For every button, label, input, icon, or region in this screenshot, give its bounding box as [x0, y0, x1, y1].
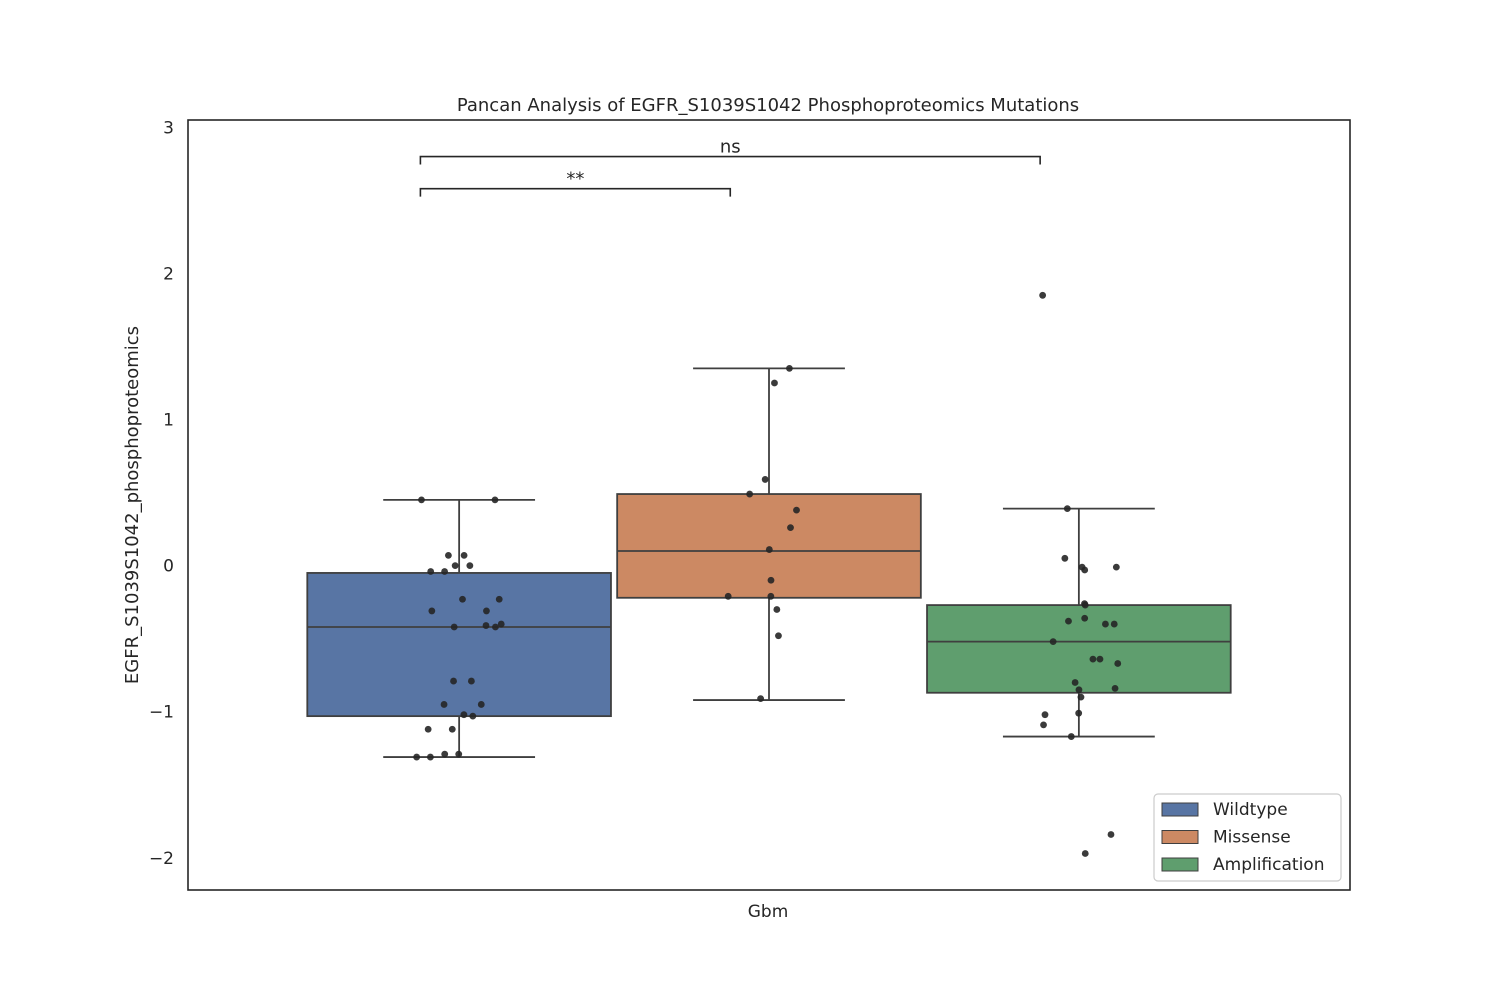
chart-title: Pancan Analysis of EGFR_S1039S1042 Phosp…	[457, 95, 1079, 116]
data-point	[441, 750, 449, 758]
x-tick-label: Gbm	[748, 902, 789, 922]
legend-label: Wildtype	[1213, 800, 1288, 820]
data-point	[1089, 655, 1097, 663]
data-point	[765, 546, 773, 553]
box	[306, 572, 612, 718]
y-axis: −2 −1 0 1 2 3	[149, 118, 174, 869]
box	[926, 604, 1232, 694]
data-point	[450, 677, 457, 685]
legend-frame	[1153, 793, 1342, 882]
data-point	[418, 496, 425, 504]
data-point	[441, 568, 449, 575]
data-point	[455, 750, 463, 758]
data-point	[757, 695, 765, 702]
significance-annotations: ** ns	[419, 137, 1041, 197]
data-point	[451, 562, 459, 570]
data-point	[1071, 679, 1079, 686]
bracket-line	[419, 155, 1041, 165]
data-point	[1061, 554, 1069, 562]
data-point	[761, 476, 769, 483]
data-point	[1096, 655, 1104, 663]
data-point	[491, 496, 499, 504]
data-point	[477, 701, 485, 708]
legend-swatch	[1161, 802, 1199, 817]
y-tick-label: −2	[149, 849, 174, 869]
legend: Wildtype Missense Amplification	[1153, 793, 1342, 882]
data-point	[428, 607, 436, 615]
data-point	[1114, 660, 1122, 667]
y-tick-label: 1	[163, 411, 174, 431]
y-tick-label: 0	[163, 557, 174, 577]
data-point	[440, 701, 448, 708]
y-axis-label: EGFR_S1039S1042_phosphoproteomics	[122, 326, 143, 684]
data-point	[495, 595, 503, 603]
significance-bracket: ns	[419, 137, 1041, 165]
data-point	[460, 711, 468, 719]
data-point	[1081, 566, 1089, 574]
data-point	[1049, 638, 1057, 646]
data-point	[450, 623, 458, 631]
data-point	[1081, 614, 1089, 622]
data-point	[483, 607, 490, 615]
data-point	[492, 623, 499, 631]
data-point	[1102, 620, 1109, 628]
data-point	[1039, 291, 1047, 299]
data-point	[413, 753, 421, 761]
axes-frame	[187, 119, 1351, 891]
data-point	[1081, 601, 1089, 609]
data-point	[466, 562, 474, 570]
data-point	[771, 379, 778, 387]
legend-swatch	[1161, 857, 1199, 872]
y-tick-label: 3	[163, 118, 174, 138]
significance-label: ns	[720, 137, 741, 158]
data-point	[1111, 684, 1119, 692]
data-point	[793, 506, 800, 514]
legend-swatch	[1161, 830, 1199, 844]
data-point	[426, 753, 434, 761]
data-point	[424, 725, 432, 733]
data-point	[1065, 617, 1072, 625]
box-group-wildtype	[306, 496, 612, 761]
data-point	[786, 364, 793, 372]
data-point	[448, 725, 456, 733]
data-point	[444, 552, 452, 559]
data-point	[724, 592, 732, 600]
significance-label: **	[566, 169, 584, 190]
data-point	[746, 490, 754, 498]
data-point	[1077, 693, 1085, 701]
data-point	[787, 524, 794, 532]
data-point	[1075, 709, 1083, 717]
plot-area	[306, 291, 1232, 857]
data-point	[1107, 831, 1115, 838]
data-point	[767, 592, 775, 600]
bracket-line	[419, 187, 732, 197]
data-point	[469, 712, 477, 720]
data-point	[1067, 733, 1075, 740]
data-point	[427, 568, 435, 575]
data-point	[1081, 850, 1089, 857]
data-point	[467, 677, 475, 685]
data-point	[497, 620, 505, 628]
data-point	[1041, 711, 1049, 719]
data-point	[482, 622, 490, 629]
data-point	[1110, 620, 1118, 628]
data-point	[773, 606, 781, 613]
data-point	[767, 576, 775, 584]
y-tick-label: −1	[149, 703, 174, 723]
data-point	[1075, 686, 1083, 694]
legend-label: Missense	[1213, 828, 1291, 848]
data-point	[459, 595, 466, 603]
data-point	[775, 632, 782, 640]
significance-bracket: **	[419, 169, 732, 197]
data-point	[1063, 505, 1071, 513]
box-group-amplification	[926, 291, 1232, 857]
data-point	[1040, 721, 1047, 729]
box-group-missense	[616, 364, 922, 702]
legend-label: Amplification	[1213, 855, 1324, 875]
data-point	[460, 552, 468, 559]
y-tick-label: 2	[163, 264, 174, 284]
data-point	[1112, 563, 1120, 571]
